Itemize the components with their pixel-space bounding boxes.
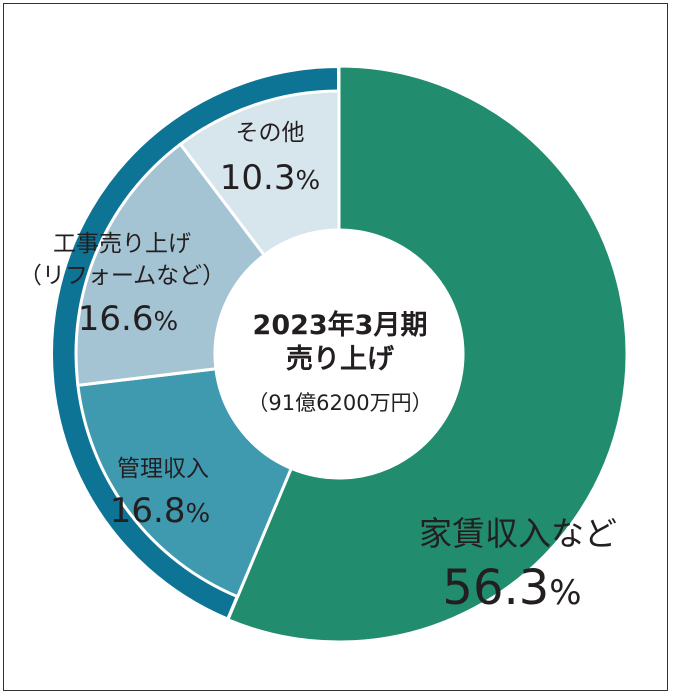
slice-value-construction: 16.6% (78, 299, 178, 339)
slice-value-management: 16.8% (110, 491, 210, 531)
slice-label-management: 管理収入 (117, 456, 209, 482)
slice-label-rent: 家賃収入など (419, 514, 617, 553)
slice-label-construction-sub: （リフォームなど） (19, 263, 225, 289)
donut-hole (215, 230, 463, 478)
chart-subtitle: 売り上げ (286, 344, 395, 375)
slice-value-rent: 56.3% (442, 560, 581, 616)
slice-label-other: その他 (236, 120, 305, 146)
slice-label-construction: 工事売り上げ (53, 231, 191, 257)
chart-title: 2023年3月期 (253, 309, 428, 341)
slice-value-other: 10.3% (220, 158, 320, 198)
chart-total-note: （91億6200万円） (247, 391, 432, 415)
